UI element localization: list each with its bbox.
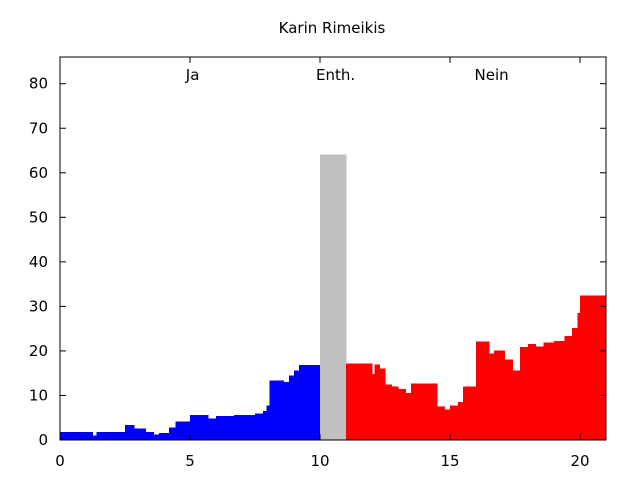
series-2-bar [346, 363, 373, 440]
series-0-bar [299, 365, 321, 440]
series-2-bar [444, 409, 451, 440]
series-1 [320, 154, 347, 440]
series-2-bar [379, 368, 386, 440]
y-axis: 0 10 20 30 40 50 60 70 80 [29, 75, 606, 449]
x-tick-label: 10 [310, 452, 329, 470]
series-layer [60, 154, 607, 440]
series-0-bar [60, 431, 93, 440]
series-0-bar [92, 435, 97, 440]
y-tick-label: 80 [29, 75, 48, 93]
y-tick-label: 40 [29, 253, 48, 271]
series-2-bar [535, 346, 544, 440]
series-0-bar [153, 434, 160, 440]
series-2-bar [494, 350, 505, 440]
series-2-bar [577, 313, 581, 440]
series-0-bar [190, 415, 209, 440]
y-tick-label: 30 [29, 297, 48, 315]
series-0-bar [255, 413, 264, 440]
series-0-bar [234, 415, 256, 440]
series-2-bar [450, 405, 459, 440]
series-2-bar [463, 386, 477, 440]
x-axis: 0 5 10 15 20 [55, 57, 590, 470]
chart-title: Karin Rimeikis [279, 19, 386, 37]
series-0-bar [283, 382, 290, 440]
series-2-bar [374, 364, 381, 440]
series-0-bar [216, 415, 235, 440]
annotation-label: Enth. [316, 66, 355, 84]
y-tick-label: 60 [29, 164, 48, 182]
series-2-bar [391, 386, 399, 440]
x-tick-label: 20 [570, 452, 589, 470]
series-2-bar [457, 402, 464, 440]
series-0-bar [134, 428, 147, 440]
series-2-bar [398, 388, 407, 440]
series-0-bar [262, 411, 268, 440]
plot-frame [59, 56, 607, 441]
series-0-bar [145, 431, 154, 440]
annotation-label: Nein [475, 66, 509, 84]
series-2-bar [489, 353, 495, 440]
y-tick-label: 10 [29, 386, 48, 404]
series-2-bar [580, 295, 607, 440]
x-tick-label: 15 [440, 452, 459, 470]
series-2-bar [520, 346, 529, 440]
series-2-bar [429, 383, 438, 440]
series-0-bar [96, 431, 126, 440]
series-2-bar [528, 343, 537, 440]
series-2-bar [405, 393, 412, 440]
series-0-bar [169, 427, 177, 440]
series-2-bar [411, 383, 430, 440]
series-2 [346, 295, 607, 440]
series-0-bar [294, 370, 300, 440]
y-tick-label: 0 [38, 431, 48, 449]
x-tick-label: 5 [185, 452, 195, 470]
series-2-bar [437, 406, 446, 440]
series-0-bar [208, 418, 217, 440]
series-2-bar [564, 335, 573, 440]
y-tick-label: 70 [29, 119, 48, 137]
series-0-bar [273, 380, 284, 440]
series-0-bar [158, 432, 170, 440]
series-0-bar [269, 380, 274, 440]
series-0 [60, 365, 321, 440]
x-tick-label: 0 [55, 452, 65, 470]
series-2-bar [572, 327, 578, 440]
series-2-bar [385, 384, 392, 440]
series-1-bar [320, 154, 347, 440]
y-tick-label: 20 [29, 342, 48, 360]
series-0-bar [125, 424, 135, 440]
series-2-bar [512, 370, 521, 440]
series-2-bar [372, 374, 375, 440]
series-2-bar [554, 341, 565, 440]
y-tick-label: 50 [29, 208, 48, 226]
series-2-bar [476, 341, 490, 440]
series-2-bar [504, 359, 513, 440]
series-0-bar [266, 405, 270, 440]
series-2-bar [543, 342, 555, 440]
annotation-layer: Ja Enth. Nein [185, 66, 509, 84]
annotation-label: Ja [185, 66, 200, 84]
series-0-bar [288, 375, 295, 440]
series-0-bar [175, 421, 191, 440]
